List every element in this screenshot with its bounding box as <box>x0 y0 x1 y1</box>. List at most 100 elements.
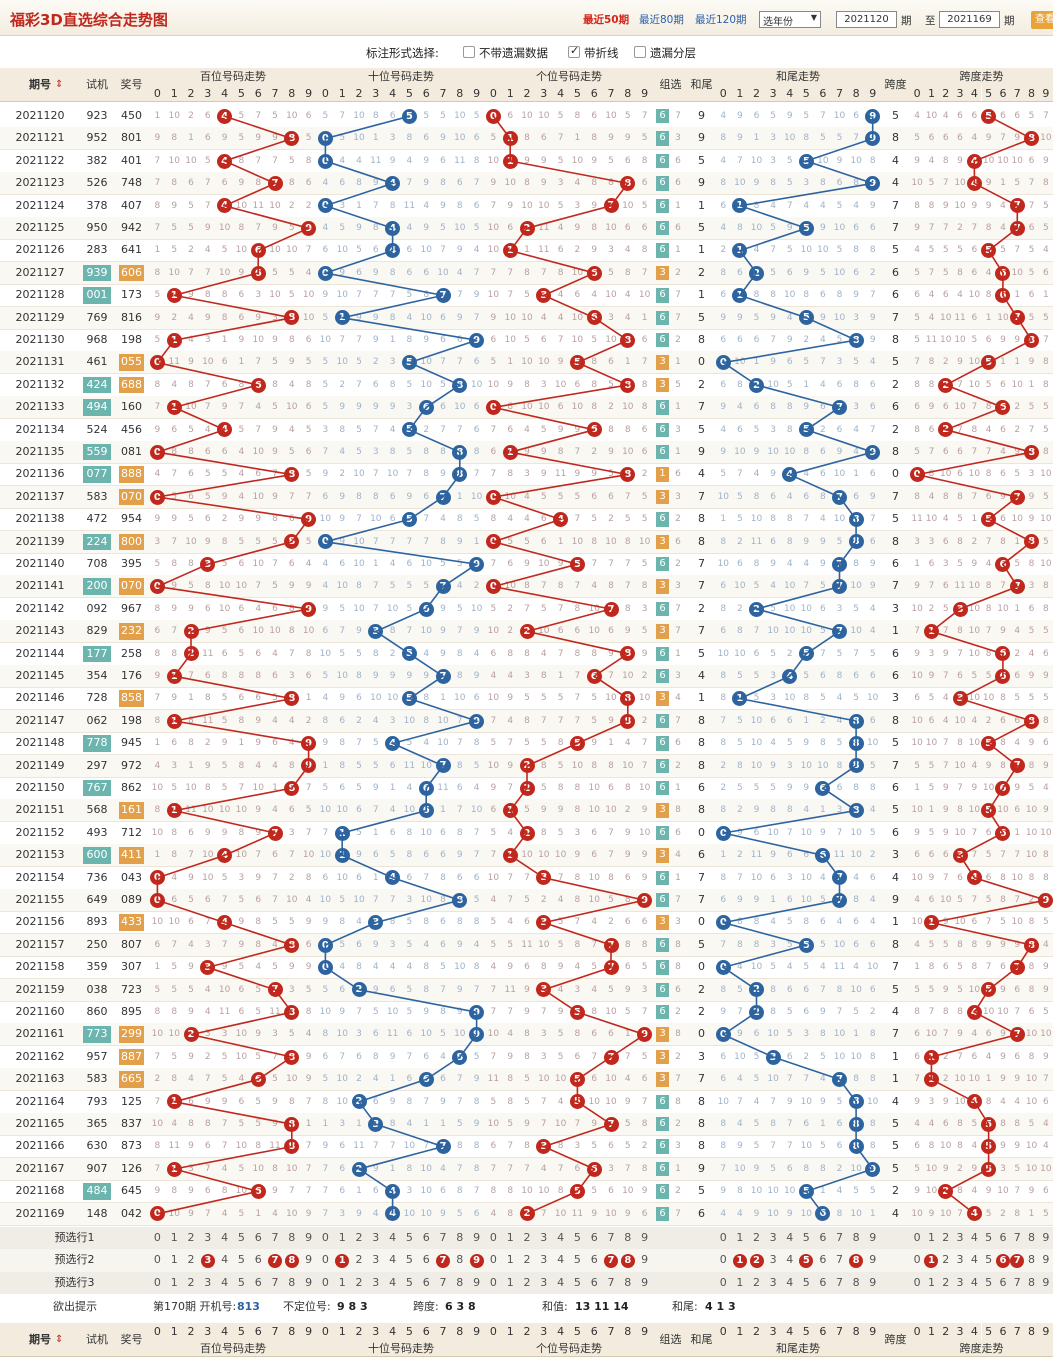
preselect-digit[interactable]: 4 <box>970 1231 978 1244</box>
year-select[interactable]: 选年份 ▼ <box>759 11 821 28</box>
preselect-digit[interactable]: 5 <box>405 1253 413 1267</box>
query-button[interactable]: 查看 <box>1031 11 1053 29</box>
preselect-digit[interactable]: 9 <box>869 1253 877 1267</box>
preselect-digit[interactable]: 3 <box>956 1231 964 1244</box>
preselect-digit[interactable]: 7 <box>271 1275 279 1289</box>
preselect-digit[interactable]: 2 <box>942 1275 950 1289</box>
preselect-ball[interactable]: 2 <box>749 1253 764 1268</box>
issue-header[interactable] <box>0 68 80 102</box>
preselect-digit[interactable]: 2 <box>942 1253 950 1267</box>
preselect-digit[interactable]: 9 <box>1042 1231 1050 1244</box>
preselect-digit[interactable]: 3 <box>372 1231 380 1244</box>
preselect-digit[interactable]: 0 <box>489 1253 497 1267</box>
to-issue-input[interactable]: 2021169 <box>939 11 1000 28</box>
preselect-digit[interactable]: 9 <box>305 1231 313 1244</box>
preselect-digit[interactable]: 4 <box>221 1253 229 1267</box>
preselect-digit[interactable]: 8 <box>456 1275 464 1289</box>
preselect-digit[interactable]: 1 <box>338 1231 346 1244</box>
preselect-digit[interactable]: 9 <box>641 1275 649 1289</box>
preselect-digit[interactable]: 2 <box>187 1275 195 1289</box>
preselect-digit[interactable]: 5 <box>573 1231 581 1244</box>
preselect-digit[interactable]: 4 <box>970 1253 978 1267</box>
preselect-digit[interactable]: 7 <box>607 1275 615 1289</box>
preselect-digit[interactable]: 7 <box>1013 1231 1021 1244</box>
preselect-ball[interactable]: 7 <box>436 1253 450 1268</box>
preselect-digit[interactable]: 4 <box>389 1253 397 1267</box>
preselect-digit[interactable]: 1 <box>170 1231 178 1244</box>
preselect-digit[interactable]: 9 <box>473 1231 481 1244</box>
preselect-digit[interactable]: 6 <box>590 1231 598 1244</box>
preselect-digit[interactable]: 7 <box>835 1253 843 1267</box>
preselect-digit[interactable]: 1 <box>506 1231 514 1244</box>
preselect-digit[interactable]: 9 <box>1042 1253 1050 1267</box>
preselect-ball[interactable]: 7 <box>1010 1253 1025 1268</box>
no-miss-checkbox[interactable] <box>463 46 475 58</box>
preselect-digit[interactable]: 8 <box>456 1253 464 1267</box>
preselect-digit[interactable]: 1 <box>736 1275 744 1289</box>
preselect-ball[interactable]: 5 <box>799 1253 814 1268</box>
preselect-digit[interactable]: 2 <box>355 1253 363 1267</box>
preselect-digit[interactable]: 3 <box>372 1275 380 1289</box>
preselect-digit[interactable]: 1 <box>506 1275 514 1289</box>
from-issue-input[interactable]: 2021120 <box>836 11 897 28</box>
preselect-digit[interactable]: 6 <box>422 1231 430 1244</box>
preselect-digit[interactable]: 8 <box>288 1231 296 1244</box>
preselect-digit[interactable]: 2 <box>187 1231 195 1244</box>
preselect-digit[interactable]: 3 <box>372 1253 380 1267</box>
preselect-digit[interactable]: 8 <box>1028 1253 1036 1267</box>
preselect-digit[interactable]: 3 <box>204 1275 212 1289</box>
preselect-digit[interactable]: 1 <box>506 1253 514 1267</box>
preselect-digit[interactable]: 5 <box>985 1275 993 1289</box>
recent-50-link[interactable]: 最近50期 <box>583 14 630 26</box>
preselect-digit[interactable]: 2 <box>523 1253 531 1267</box>
preselect-digit[interactable]: 0 <box>321 1253 329 1267</box>
preselect-digit[interactable]: 9 <box>869 1231 877 1244</box>
preselect-digit[interactable]: 6 <box>999 1231 1007 1244</box>
preselect-digit[interactable]: 2 <box>942 1231 950 1244</box>
preselect-digit[interactable]: 4 <box>786 1231 794 1244</box>
preselect-digit[interactable]: 0 <box>913 1275 921 1289</box>
preselect-ball[interactable]: 1 <box>335 1253 350 1268</box>
preselect-digit[interactable]: 6 <box>254 1231 262 1244</box>
preselect-digit[interactable]: 9 <box>305 1253 313 1267</box>
preselect-digit[interactable]: 2 <box>523 1275 531 1289</box>
preselect-digit[interactable]: 5 <box>985 1231 993 1244</box>
issue-header[interactable] <box>0 1322 80 1357</box>
preselect-digit[interactable]: 4 <box>970 1275 978 1289</box>
preselect-ball[interactable]: 8 <box>849 1253 864 1268</box>
preselect-digit[interactable]: 7 <box>1013 1275 1021 1289</box>
preselect-digit[interactable]: 6 <box>590 1253 598 1267</box>
preselect-digit[interactable]: 8 <box>624 1231 632 1244</box>
preselect-digit[interactable]: 3 <box>769 1253 777 1267</box>
preselect-digit[interactable]: 3 <box>769 1231 777 1244</box>
preselect-digit[interactable]: 9 <box>641 1253 649 1267</box>
preselect-digit[interactable]: 5 <box>802 1275 810 1289</box>
preselect-digit[interactable]: 2 <box>523 1231 531 1244</box>
preselect-digit[interactable]: 5 <box>405 1231 413 1244</box>
preselect-digit[interactable]: 3 <box>956 1275 964 1289</box>
preselect-digit[interactable]: 4 <box>389 1275 397 1289</box>
preselect-digit[interactable]: 6 <box>819 1253 827 1267</box>
preselect-digit[interactable]: 6 <box>254 1253 262 1267</box>
preselect-digit[interactable]: 0 <box>719 1231 727 1244</box>
preselect-digit[interactable]: 0 <box>153 1231 161 1244</box>
preselect-digit[interactable]: 5 <box>405 1275 413 1289</box>
preselect-ball[interactable]: 1 <box>732 1253 747 1268</box>
preselect-ball[interactable]: 9 <box>469 1253 484 1268</box>
preselect-digit[interactable]: 9 <box>1042 1275 1050 1289</box>
recent-80-link[interactable]: 最近80期 <box>639 14 684 26</box>
preselect-digit[interactable]: 8 <box>852 1275 860 1289</box>
preselect-digit[interactable]: 6 <box>254 1275 262 1289</box>
preselect-digit[interactable]: 0 <box>913 1253 921 1267</box>
preselect-digit[interactable]: 1 <box>170 1253 178 1267</box>
preselect-digit[interactable]: 7 <box>271 1231 279 1244</box>
preselect-digit[interactable]: 0 <box>321 1275 329 1289</box>
preselect-digit[interactable]: 8 <box>1028 1275 1036 1289</box>
miss-layer-checkbox[interactable] <box>634 46 646 58</box>
issue-sort[interactable]: 期号 <box>29 78 51 91</box>
preselect-ball[interactable]: 8 <box>620 1253 635 1268</box>
preselect-digit[interactable]: 3 <box>540 1231 548 1244</box>
preselect-digit[interactable]: 3 <box>956 1253 964 1267</box>
preselect-digit[interactable]: 3 <box>540 1275 548 1289</box>
preselect-digit[interactable]: 1 <box>338 1275 346 1289</box>
